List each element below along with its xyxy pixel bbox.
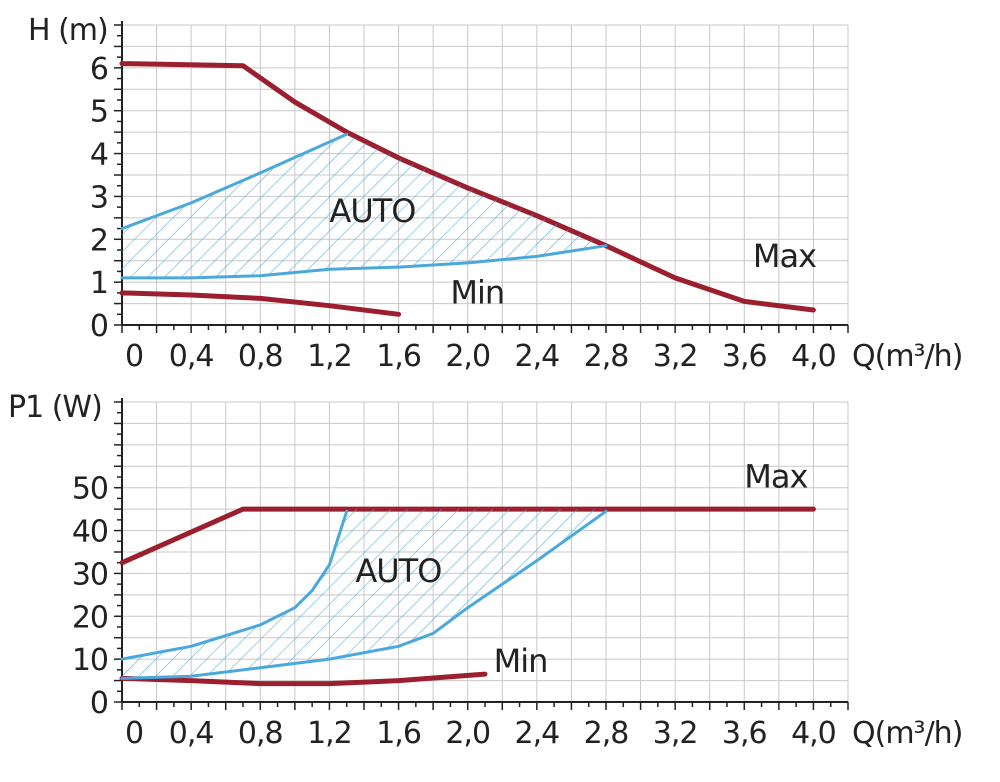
x-tick-label: 3,6 <box>722 339 767 374</box>
annotation-auto: AUTO <box>355 552 441 590</box>
y-axis-title: H (m) <box>28 13 108 48</box>
x-tick-label: 3,2 <box>653 716 698 751</box>
auto-curve-edge-2 <box>120 509 608 680</box>
y-tick-label: 3 <box>90 180 108 215</box>
chart-panel-2: 0 0,4 0,8 1,2 1,6 2,0 2,4 2,8 3,2 3,6 4,0 0 10 20 30 40… <box>8 390 963 751</box>
x-tick-label: 3,2 <box>653 339 698 374</box>
y-tick-label: 1 <box>90 266 108 301</box>
y-tick-label: 10 <box>72 643 108 678</box>
x-tick-label: 2,8 <box>584 716 629 751</box>
y-tick-label: 4 <box>90 138 108 173</box>
y-tick-label: 20 <box>72 600 108 635</box>
auto-curve-edge-1 <box>120 132 349 231</box>
x-tick-label: 4,0 <box>791 339 836 374</box>
x-tick-label: 1,6 <box>376 339 421 374</box>
auto-curve-edge-2 <box>120 244 608 280</box>
series-auto <box>120 132 608 280</box>
auto-curve-edge-1 <box>120 509 349 661</box>
y-tick-label: 50 <box>72 472 108 507</box>
x-axis-title: Q(m³/h) <box>852 716 962 751</box>
x-tick-label: 1,6 <box>376 716 421 751</box>
chart-panel-1: 0 0,4 0,8 1,2 1,6 2,0 2,4 2,8 3,2 3,6 4,0 0 1 2 3 4 5 6 Q(… <box>28 13 963 374</box>
series-min-line <box>119 290 402 317</box>
x-tick-label: 0,4 <box>169 716 214 751</box>
y-axis-title: P1 (W) <box>8 390 102 425</box>
auto-region-hatch <box>122 509 606 679</box>
annotation-max: Max <box>753 237 816 275</box>
y-tick-label: 5 <box>90 95 108 130</box>
y-tick-label: 40 <box>72 515 108 550</box>
annotation-min: Min <box>450 274 504 312</box>
x-tick-label: 2,4 <box>514 716 559 751</box>
x-tick-label: 2,8 <box>584 339 629 374</box>
x-tick-label: 1,2 <box>307 716 352 751</box>
auto-region-hatch <box>122 134 606 278</box>
x-tick-label: 0,4 <box>169 339 214 374</box>
x-tick-label: 2,0 <box>445 716 490 751</box>
x-tick-label: 2,0 <box>445 339 490 374</box>
x-tick-label: 0 <box>125 339 143 374</box>
y-tick-label: 30 <box>72 557 108 592</box>
x-tick-label: 0 <box>125 716 143 751</box>
x-tick-label: 0,8 <box>238 716 283 751</box>
x-tick-label: 0,8 <box>238 339 283 374</box>
y-tick-label: 0 <box>90 686 108 721</box>
y-tick-label: 6 <box>90 52 108 87</box>
annotation-min: Min <box>494 642 548 680</box>
annotation-auto: AUTO <box>329 192 415 230</box>
y-tick-label: 2 <box>90 223 108 258</box>
annotation-max: Max <box>744 458 807 496</box>
series-max-line <box>119 506 816 566</box>
x-tick-label: 2,4 <box>514 339 559 374</box>
x-tick-label: 4,0 <box>791 716 836 751</box>
x-axis-title: Q(m³/h) <box>852 339 962 374</box>
series-min-line <box>119 671 488 687</box>
x-tick-label: 1,2 <box>307 339 352 374</box>
series-auto <box>120 509 608 680</box>
y-tick-label: 0 <box>90 309 108 344</box>
x-tick-label: 3,6 <box>722 716 767 751</box>
